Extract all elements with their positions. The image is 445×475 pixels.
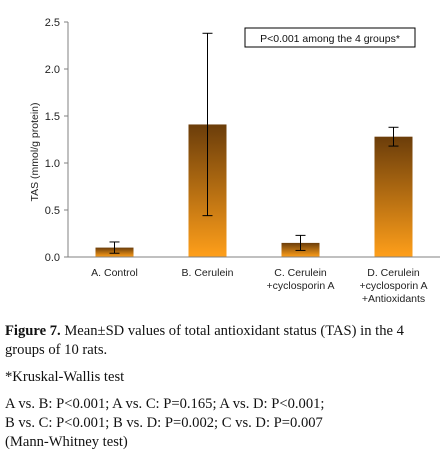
figure-description: Mean±SD values of total antioxidant stat…	[5, 323, 404, 358]
x-category-label: A. Control	[91, 267, 138, 279]
x-category-label-line: D. Cerulein	[367, 267, 420, 279]
y-tick-label: 2.0	[45, 64, 60, 76]
caption-main: Figure 7. Mean±SD values of total antiox…	[5, 322, 439, 360]
figure-caption: Figure 7. Mean±SD values of total antiox…	[5, 322, 439, 452]
y-tick-label: 0.0	[45, 252, 60, 264]
x-category-label-line: C. Cerulein	[274, 267, 327, 279]
y-tick-label: 1.0	[45, 158, 60, 170]
y-tick-label: 1.5	[45, 111, 60, 123]
x-category-label-line: +Antioxidants	[362, 293, 425, 305]
x-category-label: B. Cerulein	[182, 267, 234, 279]
figure-label: Figure 7.	[5, 323, 61, 339]
stats-line: B vs. C: P<0.001; B vs. D: P=0.002; C vs…	[5, 415, 323, 431]
x-category-label-line: +cyclosporin A	[267, 280, 335, 292]
axes	[67, 22, 440, 258]
x-category-label: C. Cerulein +cyclosporin A	[267, 267, 335, 292]
x-category-label-line: A. Control	[91, 267, 138, 279]
x-category-label-line: +cyclosporin A	[360, 280, 428, 292]
annotation-box: P<0.001 among the 4 groups*	[244, 27, 416, 48]
annotation-frame	[244, 27, 416, 48]
stats-line: A vs. B: P<0.001; A vs. C: P=0.165; A vs…	[5, 396, 325, 412]
annotation-text: P<0.001 among the 4 groups*	[260, 33, 400, 45]
bars	[95, 124, 413, 258]
error-bars	[109, 32, 399, 254]
x-category-label-line: B. Cerulein	[182, 267, 234, 279]
x-axis-categories: A. Control B. Cerulein C. Cerulein +cyclosp…	[91, 267, 427, 305]
y-tick-label: 0.5	[45, 205, 60, 217]
caption-stats: A vs. B: P<0.001; A vs. C: P=0.165; A vs…	[5, 395, 439, 452]
x-category-label: D. Cerulein +cyclosporin A +Antioxidants	[360, 267, 428, 305]
bar	[374, 136, 413, 257]
bar-chart: 0.0 0.5 1.0 1.5 2.0 2.5 A. Control B. Cerulein…	[29, 17, 440, 305]
y-tick-label: 2.5	[45, 17, 60, 29]
caption-footnote: *Kruskal-Wallis test	[5, 369, 125, 385]
stats-line: (Mann-Whitney test)	[5, 434, 128, 450]
y-axis-ticks: 0.0 0.5 1.0 1.5 2.0 2.5	[45, 17, 68, 264]
y-axis-title: TAS (mmol/g protein)	[29, 103, 41, 202]
